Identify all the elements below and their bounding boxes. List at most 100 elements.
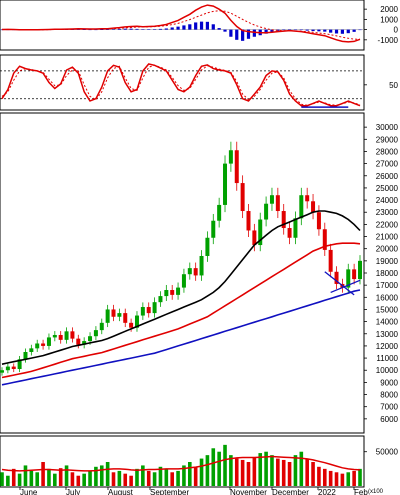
candle-body <box>311 201 316 213</box>
candle-body <box>64 331 69 340</box>
volume-bar <box>352 470 356 486</box>
macd-histogram-bar <box>305 29 309 31</box>
candle-body <box>193 268 198 276</box>
macd-histogram-bar <box>323 29 327 32</box>
volume-bar <box>188 462 192 486</box>
volume-bar <box>229 455 233 486</box>
candle-body <box>346 269 351 288</box>
candle-body <box>52 334 57 338</box>
volume-bar <box>199 458 204 486</box>
y-tick-label: 2000 <box>380 5 398 14</box>
volume-bar <box>223 444 227 486</box>
candle-body <box>246 211 251 231</box>
macd-histogram-bar <box>217 28 221 30</box>
candle-body <box>5 366 10 371</box>
macd-histogram-bar <box>94 29 98 31</box>
y-tick-label: 13000 <box>376 330 399 339</box>
x-tick-label: July <box>66 488 80 495</box>
volume-bar <box>328 470 333 486</box>
candle-body <box>281 211 286 229</box>
candle-body <box>334 271 339 284</box>
volume-unit-label: (x100 <box>368 489 384 495</box>
macd-histogram-bar <box>135 28 139 30</box>
y-tick-label: 10000 <box>376 366 399 375</box>
macd-histogram-bar <box>158 28 163 30</box>
volume-bar <box>99 465 104 486</box>
candle-body <box>293 218 298 238</box>
x-tick-label: November <box>230 488 267 495</box>
macd-histogram-bar <box>205 21 210 30</box>
candle-body <box>252 230 257 246</box>
volume-bar <box>53 473 57 486</box>
x-tick-label: 2022 <box>318 488 336 495</box>
x-tick-label: August <box>108 488 134 495</box>
volume-bar <box>170 472 174 486</box>
y-tick-label: 8000 <box>380 391 398 400</box>
macd-histogram-bar <box>188 24 192 30</box>
candle-body <box>316 212 321 230</box>
candle-body <box>358 260 362 280</box>
y-axes: 200010000-100050300002900028000270002600… <box>364 5 399 457</box>
volume-bar <box>94 466 98 486</box>
candle-body <box>158 296 163 303</box>
volume-bar <box>0 472 4 486</box>
macd-histogram-bar <box>311 29 315 32</box>
macd-histogram-bar <box>352 29 356 32</box>
macd-histogram-bar <box>100 29 104 30</box>
macd-histogram-bar <box>147 29 151 30</box>
candle-body <box>11 366 16 370</box>
candle-body <box>93 330 98 337</box>
candle-body <box>223 163 228 205</box>
candle-body <box>275 195 280 212</box>
volume-bar <box>135 468 139 486</box>
volume-bar <box>6 475 10 486</box>
candle-body <box>170 290 175 295</box>
y-tick-label: 7000 <box>380 403 398 412</box>
macd-histogram-bar <box>241 29 245 41</box>
volume-bar <box>293 455 298 486</box>
candle-body <box>299 195 304 219</box>
candle-body <box>29 348 34 352</box>
candle-body <box>287 228 292 238</box>
trendline <box>324 271 355 296</box>
volume-bar <box>193 466 198 486</box>
macd-plot <box>0 4 364 43</box>
candle-body <box>82 341 87 345</box>
macd-histogram-bar <box>106 29 110 30</box>
ma-red-line <box>1 242 361 379</box>
x-tick-label: June <box>20 488 38 495</box>
volume-bar <box>82 473 86 486</box>
candle-body <box>111 309 116 317</box>
macd-histogram-bar <box>270 29 274 33</box>
x-tick-label: December <box>272 488 309 495</box>
macd-histogram-bar <box>287 29 292 30</box>
candle-body <box>322 229 327 250</box>
macd-histogram-bar <box>129 28 133 30</box>
candle-body <box>181 274 186 288</box>
y-tick-label: 16000 <box>376 293 399 302</box>
candle-body <box>217 204 222 221</box>
volume-bar <box>182 465 186 486</box>
y-tick-label: 14000 <box>376 318 399 327</box>
macd-histogram-bar <box>340 29 344 34</box>
macd-histogram-bar <box>117 28 121 30</box>
macd-histogram-bar <box>299 29 303 31</box>
volume-bar <box>146 470 151 486</box>
macd-histogram-bar <box>293 29 298 31</box>
x-tick-label: September <box>150 488 189 495</box>
y-tick-label: 26000 <box>376 172 399 181</box>
y-tick-label: 25000 <box>376 184 399 193</box>
volume-bar <box>317 466 321 486</box>
candle-body <box>199 255 204 276</box>
y-tick-label: 19000 <box>376 257 399 266</box>
volume-bar <box>305 458 309 486</box>
volume-bar <box>205 455 210 486</box>
macd-line <box>1 4 361 43</box>
volume-bar <box>23 465 28 486</box>
y-tick-label: -1000 <box>378 36 399 45</box>
volume-bar <box>141 465 145 486</box>
ma-blue-line <box>1 289 361 386</box>
volume-bar <box>234 458 239 486</box>
macd-histogram-bar <box>141 29 145 30</box>
macd-histogram-bar <box>111 29 116 30</box>
